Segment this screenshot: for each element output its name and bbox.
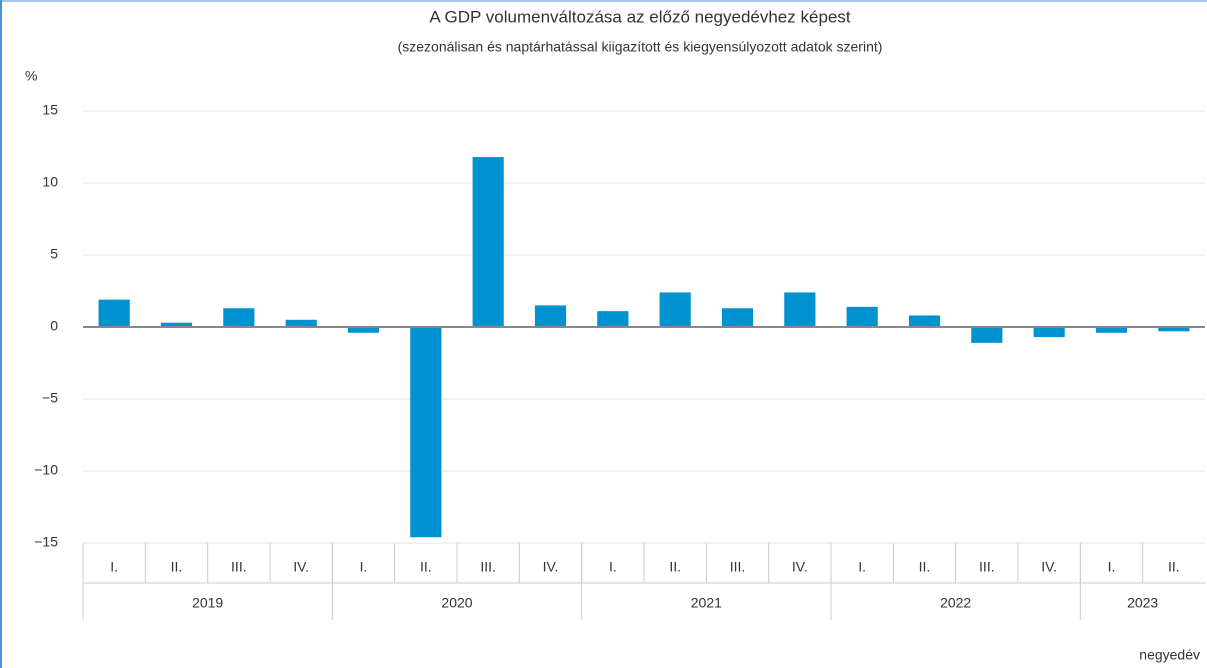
bar xyxy=(472,157,504,327)
chart-subtitle: (szezonálisan és naptárhatással kiigazít… xyxy=(398,39,883,55)
bar xyxy=(347,327,380,333)
y-tick-label: −5 xyxy=(42,390,58,406)
bar xyxy=(721,308,754,327)
x-tick-label: IV. xyxy=(293,559,309,575)
x-tick-label: III. xyxy=(480,559,496,575)
x-tick-label: I. xyxy=(360,559,368,575)
x-tick-label: III. xyxy=(730,559,746,575)
group-label: 2023 xyxy=(1127,595,1158,611)
bar xyxy=(1095,327,1128,333)
x-tick-label: II. xyxy=(171,559,183,575)
group-label: 2019 xyxy=(192,595,223,611)
bar xyxy=(410,327,442,538)
x-tick-label: IV. xyxy=(543,559,559,575)
bar xyxy=(784,292,816,327)
bar xyxy=(1158,327,1190,332)
bar xyxy=(98,299,130,327)
bar xyxy=(971,327,1003,343)
x-tick-label: II. xyxy=(669,559,681,575)
x-tick-label: IV. xyxy=(1041,559,1057,575)
bar xyxy=(908,315,941,327)
bar xyxy=(160,322,193,327)
bar xyxy=(534,305,567,327)
group-label: 2022 xyxy=(940,595,971,611)
x-tick-label: I. xyxy=(858,559,866,575)
x-tick-label: II. xyxy=(1168,559,1180,575)
chart-title: A GDP volumenváltozása az előző negyedév… xyxy=(429,7,850,26)
x-axis-label: negyedév xyxy=(1139,647,1200,663)
x-tick-label: I. xyxy=(1108,559,1116,575)
bar xyxy=(285,319,317,327)
bar xyxy=(597,311,629,327)
y-tick-label: 15 xyxy=(42,102,58,118)
bar xyxy=(1033,327,1065,338)
bar xyxy=(846,306,878,327)
y-axis-label: % xyxy=(25,68,37,84)
x-tick-label: III. xyxy=(979,559,995,575)
y-tick-label: −15 xyxy=(34,534,58,550)
bar xyxy=(659,292,691,327)
group-label: 2021 xyxy=(691,595,722,611)
x-tick-label: II. xyxy=(919,559,931,575)
group-label: 2020 xyxy=(441,595,472,611)
y-tick-label: 10 xyxy=(42,174,58,190)
x-tick-label: I. xyxy=(609,559,617,575)
y-tick-label: 0 xyxy=(50,318,58,334)
x-tick-label: III. xyxy=(231,559,247,575)
y-tick-label: −10 xyxy=(34,462,58,478)
x-tick-label: IV. xyxy=(792,559,808,575)
bar xyxy=(223,308,255,327)
y-tick-label: 5 xyxy=(50,246,58,262)
x-tick-label: II. xyxy=(420,559,432,575)
x-tick-label: I. xyxy=(110,559,118,575)
